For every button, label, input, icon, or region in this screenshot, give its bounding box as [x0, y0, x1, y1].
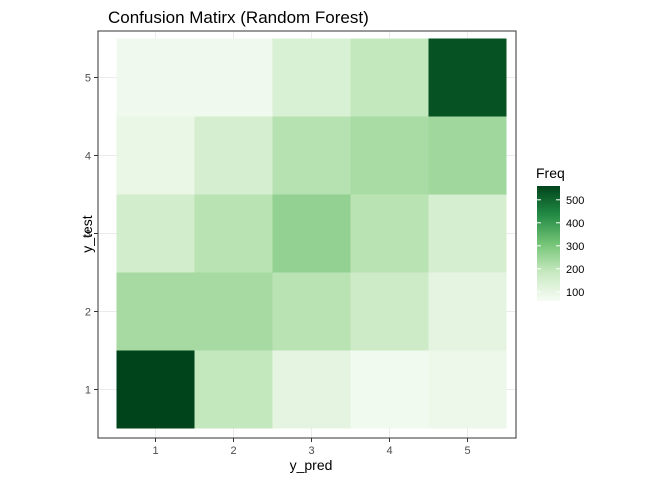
legend-colorbar	[537, 186, 560, 301]
heatmap-cell	[194, 272, 273, 351]
heatmap-cell	[116, 38, 195, 117]
heatmap-cell	[428, 116, 507, 195]
x-tick-label: 4	[386, 445, 392, 457]
x-tick-label: 5	[464, 445, 470, 457]
heatmap-cell	[350, 38, 429, 117]
heatmap-cell	[272, 350, 351, 429]
heatmap-cells	[116, 38, 507, 429]
y-axis-label: y_test	[79, 215, 95, 252]
legend-tick-label: 500	[566, 195, 584, 207]
y-tick-label: 3	[85, 229, 91, 241]
heatmap-cell	[350, 116, 429, 195]
heatmap-cell	[116, 272, 195, 351]
x-tick-label: 3	[308, 445, 314, 457]
y-axis-ticks: 1 2 3 4 5	[85, 73, 98, 397]
heatmap-cell	[272, 194, 351, 273]
heatmap-cell	[428, 272, 507, 351]
heatmap-cell	[428, 38, 507, 117]
legend-tick-label: 300	[566, 241, 584, 253]
heatmap-cell	[116, 116, 195, 195]
y-tick-label: 1	[85, 385, 91, 397]
heatmap-cell	[272, 272, 351, 351]
x-tick-label: 1	[152, 445, 158, 457]
x-tick-label: 2	[230, 445, 236, 457]
heatmap-cell	[194, 38, 273, 117]
y-tick-label: 5	[85, 73, 91, 85]
x-axis-ticks: 1 2 3 4 5	[152, 438, 471, 457]
legend: Freq 100 200 300 400 500	[536, 165, 584, 301]
plot-border	[97, 30, 517, 439]
heatmap-cell	[428, 350, 507, 429]
chart-title: Confusion Matirx (Random Forest)	[108, 8, 369, 27]
heatmap-cell	[272, 116, 351, 195]
y-tick-label: 2	[85, 307, 91, 319]
legend-tick-label: 100	[566, 287, 584, 299]
legend-title: Freq	[536, 165, 565, 181]
heatmap-cell	[350, 350, 429, 429]
legend-tick-label: 200	[566, 264, 584, 276]
heatmap-cell	[194, 194, 273, 273]
heatmap-cell	[350, 194, 429, 273]
y-tick-label: 4	[85, 151, 91, 163]
x-axis-label: y_pred	[290, 457, 333, 473]
heatmap-cell	[194, 116, 273, 195]
heatmap-cell	[116, 350, 195, 429]
heatmap-cell	[116, 194, 195, 273]
legend-tick-label: 400	[566, 218, 584, 230]
heatmap-cell	[350, 272, 429, 351]
heatmap-cell	[428, 194, 507, 273]
heatmap-cell	[194, 350, 273, 429]
heatmap-cell	[272, 38, 351, 117]
